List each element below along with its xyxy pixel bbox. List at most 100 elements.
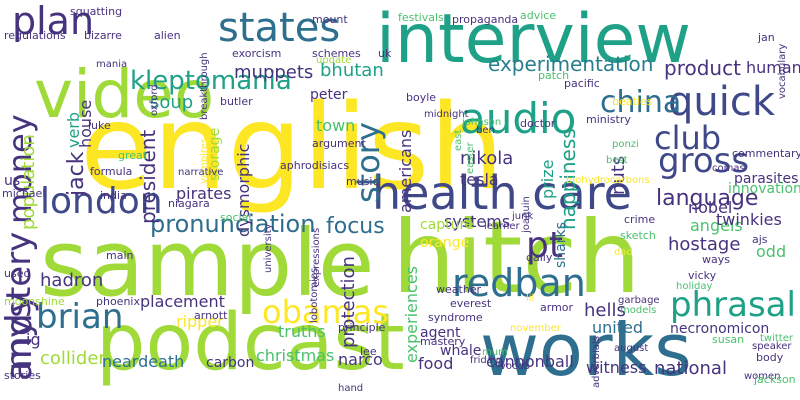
word-whale: whale: [440, 343, 482, 359]
word-systems: systems: [444, 212, 511, 231]
word-crime: crime: [624, 213, 656, 226]
word-experimentation: experimentation: [488, 52, 654, 76]
word-commentary: commentary: [732, 147, 800, 160]
word-ajs: ajs: [752, 233, 768, 246]
word-aphrodisiacs: aphrodisiacs: [280, 159, 350, 172]
word-christmas: christmas: [256, 346, 335, 365]
word-body: body: [756, 351, 784, 364]
word-club: club: [654, 119, 722, 157]
word-main: main: [106, 249, 134, 262]
word-ig: ig: [26, 330, 41, 349]
word-syndrome: syndrome: [428, 311, 483, 324]
word-odd: odd: [756, 242, 787, 261]
word-placement: placement: [140, 292, 225, 311]
word-jackson: jackson: [754, 373, 796, 386]
word-bhutan: bhutan: [320, 60, 384, 81]
word-michael: michael: [2, 187, 46, 200]
word-town: town: [316, 116, 356, 135]
word-india: india: [100, 189, 127, 202]
word-ministry: ministry: [586, 113, 631, 126]
word-capture: capture: [420, 217, 474, 233]
word-holiday: holiday: [676, 281, 713, 292]
word-junk: junk: [512, 211, 534, 222]
word-luke: luke: [88, 119, 111, 132]
word-works: works: [480, 308, 692, 392]
word-president: president: [136, 129, 160, 224]
word-bizarre: bizarre: [84, 29, 122, 42]
word-squatting: squatting: [70, 5, 123, 18]
word-population: population: [18, 134, 39, 230]
word-friday: friday: [470, 355, 499, 366]
word-november: november: [510, 323, 561, 334]
word-adverbials: adverbials: [591, 336, 602, 388]
word-product: product: [664, 56, 741, 80]
word-ripper: ripper: [176, 312, 224, 331]
word-prize: prize: [538, 159, 557, 199]
word-language: language: [656, 186, 759, 211]
word-lee: lee: [360, 345, 377, 358]
word-exorcism: exorcism: [232, 47, 282, 60]
word-east: east: [453, 129, 464, 151]
word-university: university: [263, 223, 274, 273]
word-muppets: muppets: [234, 62, 314, 83]
word-focus: focus: [326, 214, 385, 239]
word-necronomicon: necronomicon: [670, 321, 770, 337]
word-social: social: [220, 211, 252, 224]
word-innovations: innovations: [728, 181, 800, 197]
word-speaker: speaker: [752, 341, 792, 352]
word-us: us: [4, 173, 21, 189]
word-plan: plan: [12, 0, 95, 43]
word-experiences: experiences: [402, 265, 421, 363]
word-jan: jan: [758, 31, 775, 44]
word-twinkies: twinkies: [716, 210, 782, 229]
word-english: english: [80, 78, 505, 216]
word-carbon: carbon: [206, 355, 255, 371]
word-hadron: hadron: [40, 270, 104, 291]
word-music: music: [346, 175, 379, 188]
word-midnight: midnight: [424, 109, 469, 120]
word-models: models: [620, 305, 657, 316]
word-ponzi: ponzi: [612, 139, 639, 150]
word-susan: susan: [712, 333, 745, 346]
word-johnson: johnson: [462, 117, 502, 128]
word-story: story: [349, 122, 387, 203]
word-food: food: [418, 354, 454, 373]
word-formula: formula: [90, 165, 133, 178]
word-london: london: [40, 181, 163, 222]
word-hells: hells: [584, 300, 626, 321]
word-redban: redban: [452, 261, 586, 305]
word-biohydrocarbons: biohydrocarbons: [566, 175, 650, 186]
word-china: china: [600, 85, 682, 120]
word-soup: soup: [150, 92, 194, 113]
word-kleptomania: kleptomania: [130, 66, 292, 96]
word-video: video: [34, 56, 215, 133]
word-human: human: [746, 58, 800, 77]
word-tesla: tesla: [460, 170, 499, 189]
word-women: women: [744, 371, 781, 382]
word-best: best: [606, 155, 628, 166]
word-vicky: vicky: [688, 269, 717, 282]
word-national: national: [654, 358, 727, 379]
word-mastery: mastery: [420, 335, 466, 348]
word-update: update: [316, 55, 352, 66]
word-butler: butler: [220, 95, 253, 108]
word-interview: interview: [376, 0, 692, 79]
word-learner: learner: [484, 221, 520, 232]
word-great: great: [118, 149, 148, 162]
word-uk: uk: [378, 47, 392, 60]
word-united: united: [592, 318, 643, 337]
word-vocab: vocab: [500, 361, 531, 372]
word-podcast: podcast: [96, 298, 405, 388]
word-mount: mount: [312, 13, 348, 26]
word-audio: audio: [460, 94, 577, 143]
word-narco: narco: [338, 350, 383, 369]
word-ben: ben: [476, 125, 495, 136]
word-collider: collider: [40, 348, 106, 369]
word-ways: ways: [702, 253, 730, 266]
word-pirates: pirates: [176, 184, 232, 203]
word-dad: dad: [614, 247, 633, 258]
word-used: used: [4, 267, 31, 280]
word-schemes: schemes: [312, 47, 361, 60]
word-nobel: nobel: [688, 198, 733, 217]
word-hostage: hostage: [668, 234, 741, 255]
